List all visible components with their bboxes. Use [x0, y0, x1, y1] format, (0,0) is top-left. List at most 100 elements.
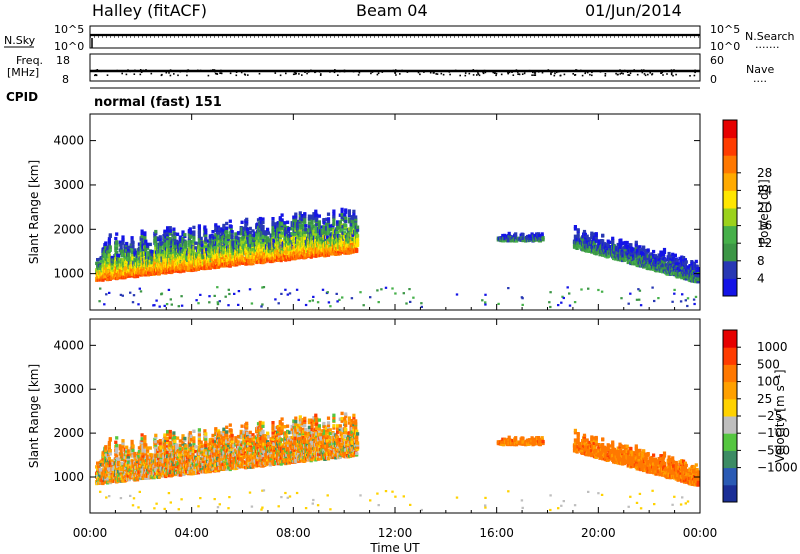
colorbar-swatch [723, 155, 737, 174]
nave-point [633, 69, 635, 71]
power-cell [616, 253, 620, 258]
power-cell [278, 233, 282, 237]
power-cell [168, 265, 172, 270]
nave-point [169, 74, 172, 77]
power-cell [590, 231, 594, 235]
power-cell [164, 235, 168, 239]
nave-point [392, 69, 395, 72]
power-cell [624, 254, 628, 258]
power-cell [340, 209, 344, 213]
power-cell [189, 234, 193, 238]
power-cell [320, 229, 324, 233]
power-cell [106, 273, 111, 278]
power-cell [141, 245, 145, 249]
power-cell [189, 242, 193, 247]
power-cell [172, 229, 176, 233]
power-cell [216, 225, 221, 229]
power-cell [356, 225, 360, 229]
nave-point [563, 73, 566, 76]
power-cell [350, 229, 354, 233]
power-cell [108, 248, 112, 252]
power-cell [573, 237, 577, 242]
nave-point [559, 74, 562, 77]
nave-point [660, 72, 663, 74]
power-cell [158, 247, 162, 251]
power-cell [294, 218, 298, 223]
power-cell [340, 217, 344, 222]
power-cell [625, 240, 629, 245]
power-cell [220, 230, 224, 235]
power-cell [347, 220, 351, 224]
power-cell [164, 266, 168, 270]
power-cell [249, 253, 253, 258]
power-cell [208, 301, 211, 304]
power-cell [611, 238, 615, 243]
power-cell [233, 292, 236, 295]
nave-point [245, 70, 248, 72]
power-cell [220, 235, 224, 240]
power-cell [203, 259, 207, 263]
power-cell [307, 247, 311, 251]
power-cell [199, 264, 203, 268]
power-cell [178, 235, 182, 239]
velocity-cell [115, 459, 119, 463]
nave-point [125, 73, 128, 76]
power-cell [178, 237, 182, 242]
nave-point [212, 69, 214, 71]
nave-point [472, 69, 475, 71]
power-cell [192, 248, 196, 252]
power-cell [521, 236, 525, 240]
power-cell [541, 238, 545, 242]
power-cell [286, 234, 291, 238]
nave-point [235, 74, 238, 77]
nave-point [433, 72, 435, 74]
power-cell [318, 229, 322, 233]
power-cell [651, 286, 654, 289]
power-cell [669, 260, 673, 264]
power-cell [286, 249, 291, 253]
nave-point [509, 70, 511, 72]
power-cell [192, 230, 196, 234]
power-cell [234, 249, 238, 253]
power-cell [106, 260, 111, 264]
power-cell [189, 248, 193, 252]
power-cell [208, 247, 212, 252]
velocity-cell [105, 466, 109, 471]
nave-point [319, 74, 322, 76]
power-cell [262, 235, 266, 239]
power-cell [116, 258, 121, 262]
power-cell [254, 248, 258, 252]
nave-point [320, 73, 322, 75]
power-cell [230, 230, 234, 234]
power-cell [630, 251, 634, 256]
power-cell [245, 222, 249, 226]
power-cell [266, 236, 270, 240]
nave-point [94, 74, 96, 77]
nave-point [477, 73, 480, 75]
power-cell [665, 272, 669, 276]
power-cell [298, 218, 302, 223]
nave-point [528, 69, 531, 72]
power-cell [336, 300, 339, 303]
power-cell [590, 233, 594, 238]
power-cell [131, 256, 135, 260]
power-cell [568, 292, 571, 295]
power-cell [501, 233, 505, 238]
power-cell [99, 287, 102, 290]
power-cell [667, 267, 671, 271]
nave-point [139, 69, 142, 71]
power-cell [614, 245, 618, 250]
power-cell [315, 228, 319, 232]
power-cell [156, 255, 160, 259]
power-cell [302, 232, 306, 236]
power-cell [279, 258, 283, 263]
power-cell [303, 216, 307, 220]
power-cell [146, 255, 150, 259]
nave-point [429, 71, 432, 74]
power-cell [230, 233, 234, 237]
power-cell [211, 230, 215, 234]
nave-point [628, 74, 631, 76]
nsearch-dots: ....... [755, 38, 779, 51]
power-cell [307, 229, 311, 233]
nave-point [464, 70, 467, 72]
